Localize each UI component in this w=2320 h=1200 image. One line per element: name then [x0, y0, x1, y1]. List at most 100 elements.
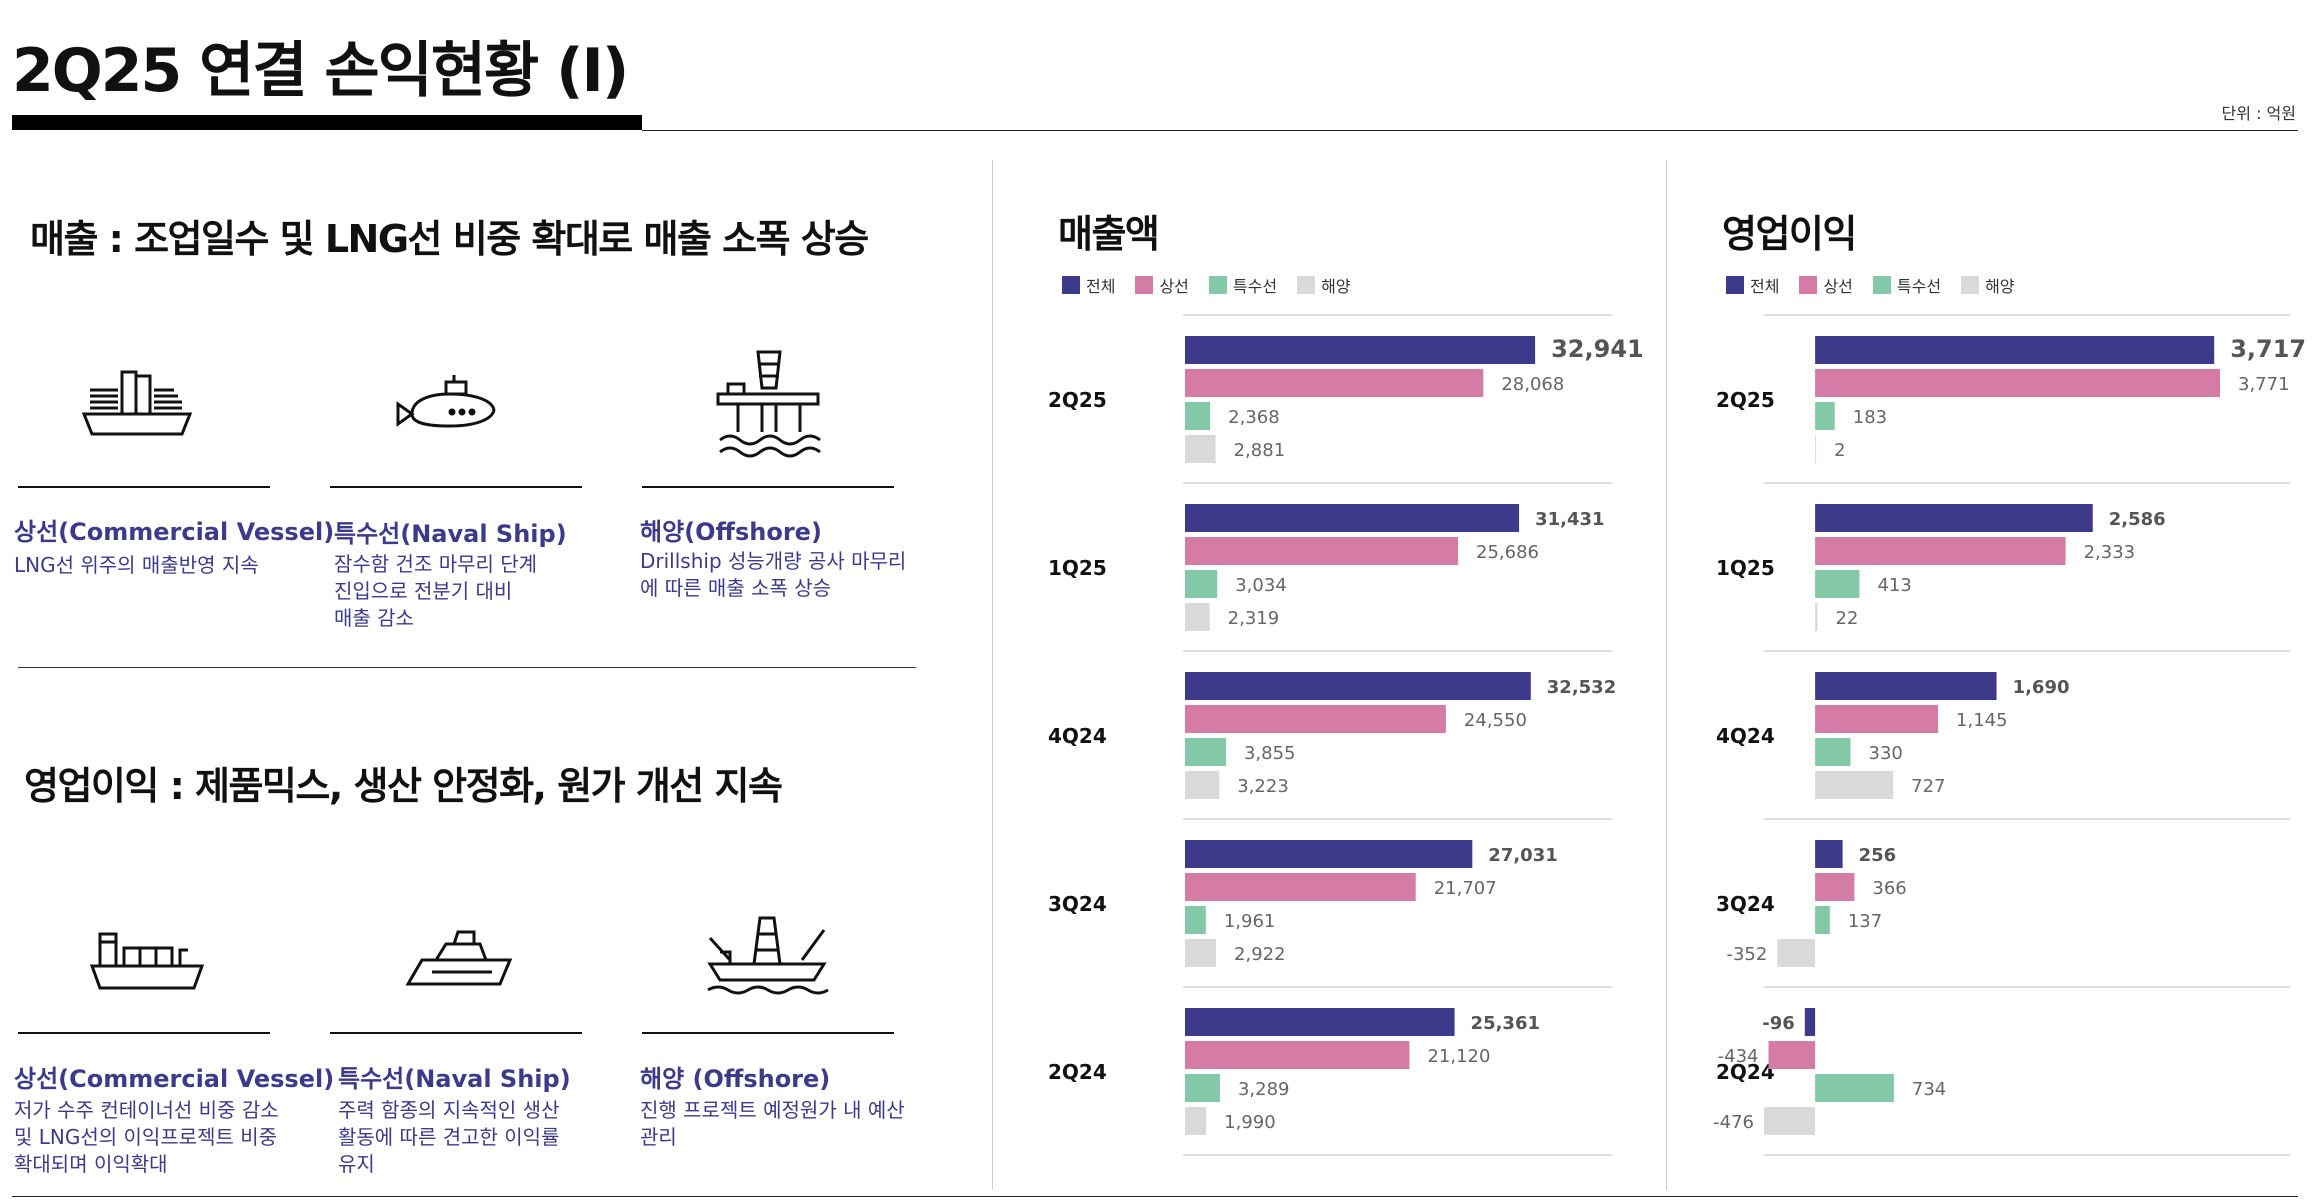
- data-label-total: 32,941: [1551, 335, 1644, 363]
- bar-naval: [1815, 738, 1851, 766]
- bar-commercial: [1768, 1041, 1816, 1069]
- bar-naval: [1185, 906, 1206, 934]
- segment-rule: [330, 1032, 582, 1034]
- segment-desc-commercial: LNG선 위주의 매출반영 지속: [14, 553, 259, 577]
- legend-item-total: 전체: [1726, 273, 1779, 297]
- bar-naval: [1185, 570, 1218, 598]
- bar-commercial: [1185, 705, 1446, 733]
- data-label-offshore: 2,319: [1228, 608, 1280, 629]
- commercial-vessel-icon: [78, 362, 198, 442]
- segment-title-naval: 특수선(Naval Ship): [338, 1065, 571, 1093]
- unit-label: 단위 : 억원: [2221, 104, 2296, 123]
- segment-title-commercial: 상선(Commercial Vessel): [14, 518, 335, 546]
- revenue-headline: 매출 : 조업일수 및 LNG선 비중 확대로 매출 소폭 상승: [30, 217, 869, 261]
- data-label-offshore: 2,922: [1234, 944, 1286, 965]
- bar-commercial: [1815, 369, 2220, 397]
- bar-naval: [1185, 402, 1211, 430]
- bar-naval: [1815, 906, 1830, 934]
- category-label: 2Q25: [1048, 388, 1107, 412]
- data-label-commercial: 21,707: [1434, 878, 1497, 899]
- legend-item-commercial: 상선: [1799, 273, 1853, 297]
- category-label: 4Q24: [1716, 724, 1775, 748]
- category-label: 2Q24: [1716, 1060, 1775, 1084]
- segment-title-naval: 특수선(Naval Ship): [334, 520, 567, 548]
- bar-total: [1185, 672, 1531, 700]
- op-income-chart-title: 영업이익: [1722, 212, 1857, 256]
- data-label-offshore: -352: [1726, 944, 1767, 965]
- segment-title-commercial: 상선(Commercial Vessel): [14, 1065, 335, 1093]
- legend-swatch: [1062, 276, 1080, 294]
- data-label-naval: 183: [1853, 407, 1887, 428]
- data-label-naval: 330: [1869, 743, 1903, 764]
- data-label-offshore: -476: [1713, 1112, 1754, 1133]
- bar-commercial: [1185, 537, 1459, 565]
- bar-total: [1185, 1008, 1455, 1036]
- data-label-offshore: 3,223: [1237, 776, 1289, 797]
- segment-rule: [642, 486, 894, 488]
- legend-label: 특수선: [1232, 277, 1278, 296]
- category-label: 1Q25: [1048, 556, 1107, 580]
- data-label-offshore: 1,990: [1224, 1112, 1276, 1133]
- data-label-naval: 734: [1912, 1079, 1946, 1100]
- bar-offshore: [1185, 435, 1216, 463]
- data-label-total: -96: [1762, 1013, 1795, 1034]
- bar-commercial: [1815, 873, 1855, 901]
- data-label-naval: 413: [1877, 575, 1911, 596]
- segment-desc-commercial: 저가 수주 컨테이너선 비중 감소 및 LNG선의 이익프로젝트 비중 확대되며…: [14, 1098, 279, 1176]
- segment-desc-naval: 잠수함 건조 마무리 단계 진입으로 전분기 대비 매출 감소: [334, 552, 538, 630]
- data-label-commercial: -434: [1718, 1046, 1759, 1067]
- bar-total: [1185, 840, 1473, 868]
- drillship-icon: [702, 908, 832, 998]
- legend-label: 전체: [1750, 277, 1780, 296]
- bar-offshore: [1815, 603, 1818, 631]
- bar-commercial: [1185, 873, 1416, 901]
- category-label: 1Q25: [1716, 556, 1775, 580]
- segment-title-offshore: 해양(Offshore): [640, 518, 822, 546]
- data-label-naval: 1,961: [1224, 911, 1276, 932]
- bar-offshore: [1185, 603, 1210, 631]
- legend-swatch: [1208, 276, 1227, 294]
- data-label-total: 32,532: [1547, 677, 1616, 698]
- bar-offshore: [1764, 1107, 1816, 1135]
- data-label-naval: 3,289: [1238, 1079, 1290, 1100]
- segment-desc-offshore: 진행 프로젝트 예정원가 내 예산 관리: [640, 1098, 905, 1149]
- revenue-chart-legend: 전체 상선 특수선 해양: [1062, 273, 1351, 297]
- bar-commercial: [1815, 537, 2066, 565]
- data-label-naval: 137: [1848, 911, 1882, 932]
- legend-label: 상선: [1823, 277, 1853, 296]
- title-rule: [642, 130, 2298, 131]
- naval-ship-icon: [402, 924, 512, 994]
- segment-rule: [642, 1032, 894, 1034]
- data-label-naval: 3,855: [1244, 743, 1296, 764]
- bar-total: [1815, 336, 2215, 364]
- legend-swatch: [1297, 276, 1316, 294]
- category-label: 3Q24: [1048, 892, 1107, 916]
- submarine-icon: [390, 372, 500, 442]
- legend-item-naval: 특수선: [1872, 273, 1941, 297]
- bar-offshore: [1777, 939, 1816, 967]
- bar-total: [1815, 840, 1843, 868]
- legend-item-naval: 특수선: [1208, 273, 1278, 297]
- section-separator: [18, 667, 916, 668]
- legend-item-total: 전체: [1062, 273, 1115, 297]
- bar-naval: [1815, 570, 1860, 598]
- data-label-commercial: 21,120: [1427, 1046, 1490, 1067]
- legend-item-offshore: 해양: [1297, 273, 1351, 297]
- data-label-offshore: 727: [1911, 776, 1945, 797]
- bar-offshore: [1815, 435, 1817, 463]
- data-label-total: 256: [1859, 845, 1897, 866]
- column-divider-2: [1666, 160, 1667, 1190]
- legend-swatch: [1135, 276, 1154, 294]
- data-label-offshore: 2: [1834, 440, 1845, 461]
- category-label: 4Q24: [1048, 724, 1107, 748]
- legend-label: 해양: [1985, 277, 2015, 296]
- page-title: 2Q25 연결 손익현황 (Ⅰ): [12, 36, 629, 106]
- category-label: 2Q25: [1716, 388, 1775, 412]
- bar-total: [1804, 1008, 1816, 1036]
- legend-item-offshore: 해양: [1961, 273, 2015, 297]
- segment-rule: [18, 486, 270, 488]
- bar-offshore: [1815, 771, 1894, 799]
- data-label-commercial: 366: [1872, 878, 1906, 899]
- data-label-naval: 2,368: [1228, 407, 1280, 428]
- category-label: 3Q24: [1716, 892, 1775, 916]
